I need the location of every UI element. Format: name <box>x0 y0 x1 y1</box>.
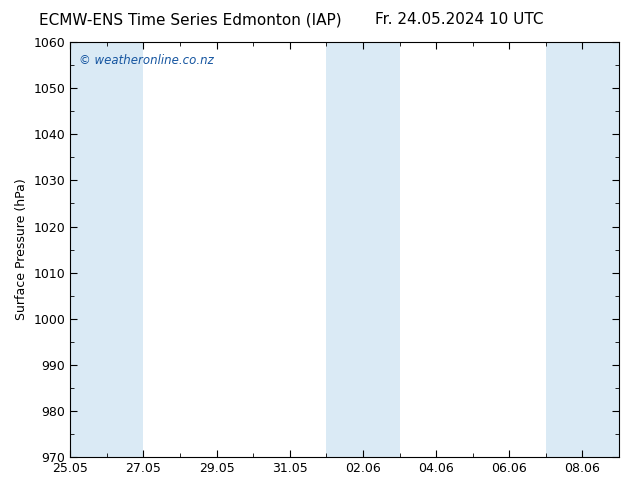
Bar <box>107 42 143 457</box>
Bar <box>363 42 399 457</box>
Bar <box>546 42 583 457</box>
Bar <box>583 42 619 457</box>
Bar <box>327 42 363 457</box>
Text: Fr. 24.05.2024 10 UTC: Fr. 24.05.2024 10 UTC <box>375 12 544 27</box>
Text: © weatheronline.co.nz: © weatheronline.co.nz <box>79 54 213 67</box>
Text: ECMW-ENS Time Series Edmonton (IAP): ECMW-ENS Time Series Edmonton (IAP) <box>39 12 342 27</box>
Bar <box>70 42 107 457</box>
Y-axis label: Surface Pressure (hPa): Surface Pressure (hPa) <box>15 179 28 320</box>
